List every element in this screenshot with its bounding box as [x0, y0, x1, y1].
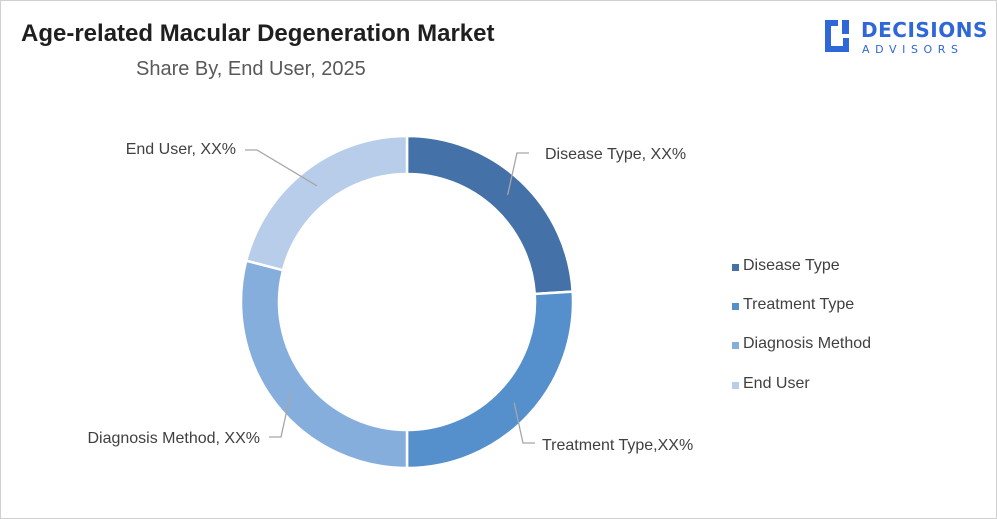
legend-item: End User [729, 375, 929, 414]
leader-line-4 [245, 149, 318, 187]
legend-label: Diagnosis Method [743, 335, 872, 353]
legend-item: Diagnosis Method [729, 335, 929, 374]
legend-label: Disease Type [743, 257, 840, 274]
legend-label: Treatment Type [743, 296, 855, 314]
slice-diagnosis-method [239, 259, 409, 470]
legend-swatch [732, 303, 739, 311]
logo-mark-icon [825, 20, 849, 52]
data-label-1: Disease Type, XX% [545, 146, 686, 163]
legend-item: Treatment Type [729, 296, 929, 335]
logo-name: DECISIONS [861, 18, 988, 42]
legend-label: End User [743, 374, 810, 392]
legend-swatch [732, 264, 739, 271]
leader-line-3 [269, 391, 292, 438]
chart-legend: Disease Type Treatment Type Diagnosis Meth… [729, 257, 929, 414]
legend-item: Disease Type [729, 257, 929, 296]
chart-subtitle: Share By, End User, 2025 [136, 58, 366, 80]
brand-logo: DECISIONS ADVISORS [821, 15, 991, 61]
leader-line-2 [513, 402, 535, 444]
data-label-2: Treatment Type,XX% [542, 437, 693, 454]
data-label-4: End User, XX% [126, 141, 236, 158]
legend-swatch [732, 342, 739, 350]
logo-tagline: ADVISORS [862, 43, 964, 56]
data-label-3: Diagnosis Method, XX% [87, 430, 260, 447]
legend-swatch [732, 381, 739, 389]
leader-line-1 [506, 152, 529, 195]
slice-end-user [244, 134, 409, 272]
chart-title: Age-related Macular Degeneration Market [21, 20, 495, 47]
